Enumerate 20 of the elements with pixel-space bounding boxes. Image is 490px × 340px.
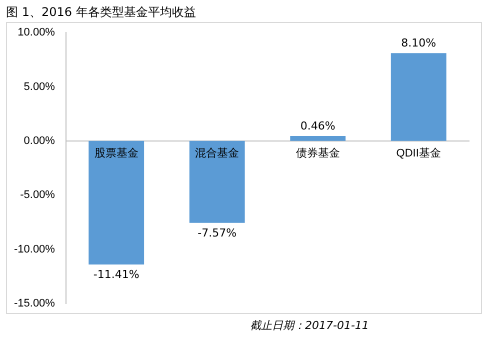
x-tick-label: 股票基金 (94, 146, 138, 160)
x-tick-label: 混合基金 (195, 146, 240, 160)
data-label: 8.10% (401, 36, 436, 50)
y-tick-label: 10.00% (18, 26, 56, 39)
y-tick-label: -5.00% (20, 189, 56, 202)
data-label: -7.57% (198, 226, 237, 240)
chart-title: 图 1、2016 年各类型基金平均收益 (6, 4, 196, 21)
bar (390, 53, 446, 141)
y-tick-label: -10.00% (14, 243, 56, 256)
y-tick-label: 0.00% (24, 134, 56, 147)
data-label: 0.46% (300, 119, 336, 132)
data-label: -11.41% (93, 268, 140, 281)
bar (88, 140, 144, 265)
x-tick-label: QDII基金 (396, 146, 441, 160)
bar (290, 136, 346, 141)
bar (189, 140, 245, 223)
y-tick-label: -15.00% (14, 297, 56, 310)
y-tick-label: 5.00% (24, 80, 56, 93)
x-tick-label: 债券基金 (296, 146, 340, 160)
text: 截止日期：2017-01-11 (250, 318, 369, 333)
